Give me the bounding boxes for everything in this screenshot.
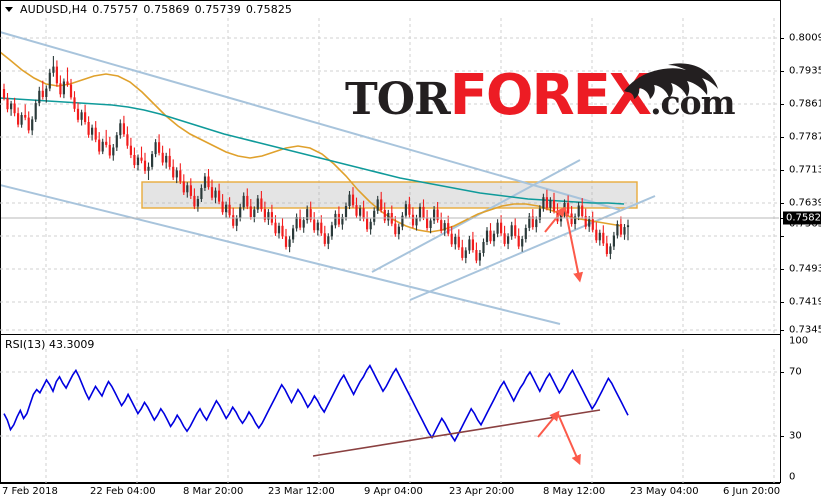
descending-channel-upper — [1, 31, 621, 211]
chart-bottom-rule — [0, 483, 780, 484]
current-price-tag: 0.75825 — [783, 211, 821, 225]
torforex-watermark-logo: TOR FOREX .com — [345, 63, 736, 128]
time-tick-0: 7 Feb 2018 — [2, 486, 58, 497]
time-tick-1: 22 Feb 04:00 — [90, 486, 156, 497]
ascending-channel-lower — [409, 195, 656, 301]
rsi-forecast-down-arrow — [557, 413, 581, 466]
quote-high: 0.75869 — [143, 2, 190, 16]
time-tick-5: 23 Apr 20:00 — [449, 486, 515, 497]
rsi-chart-canvas[interactable] — [0, 335, 780, 483]
quote-low: 0.75739 — [194, 2, 241, 16]
time-tick-2: 8 Mar 20:00 — [183, 486, 244, 497]
axis-divider — [780, 0, 781, 483]
quote-open: 0.75757 — [92, 2, 139, 16]
price-grid — [0, 18, 780, 335]
quote-close: 0.75825 — [245, 2, 293, 16]
time-tick-8: 6 Jun 20:00 — [723, 486, 781, 497]
symbol-timeframe-label: AUDUSD,H4 — [20, 2, 88, 16]
moving-average-fast-line — [1, 51, 623, 233]
forecast-up-arrow — [544, 206, 566, 233]
rsi-grid — [0, 349, 780, 483]
descending-channel-lower — [1, 184, 561, 325]
ascending-channel-upper — [371, 159, 581, 273]
quote-bar: AUDUSD,H4 0.75757 0.75869 0.75739 0.7582… — [5, 2, 292, 16]
logo-text-forex: FOREX — [449, 63, 652, 128]
rsi-tick-0: 100 — [789, 335, 809, 347]
rsi-forecast-up-arrow — [537, 410, 560, 438]
triangle-down-icon[interactable] — [5, 6, 13, 12]
time-x-axis: 7 Feb 2018 22 Feb 04:00 8 Mar 20:00 23 M… — [0, 486, 821, 500]
price-chart-canvas[interactable] — [0, 0, 780, 335]
logo-text-dotcom: .com — [650, 83, 736, 122]
rsi-tick-2: 30 — [789, 430, 802, 442]
rsi-tick-3: 0 — [789, 471, 796, 483]
time-tick-4: 9 Apr 04:00 — [364, 486, 423, 497]
rsi-line — [3, 364, 629, 443]
moving-average-slow-line — [1, 97, 625, 205]
rsi-chart-panel[interactable] — [0, 335, 780, 483]
forecast-down-arrow — [564, 207, 584, 283]
time-tick-3: 23 Mar 12:00 — [268, 486, 335, 497]
rsi-ascending-trendline — [312, 409, 601, 457]
rsi-indicator-label: RSI(13) 43.3009 — [5, 338, 95, 351]
logo-text-tor: TOR — [345, 74, 451, 125]
price-chart-panel[interactable] — [0, 0, 780, 335]
candlestick-series — [2, 56, 630, 266]
time-tick-7: 23 May 04:00 — [630, 486, 699, 497]
rsi-tick-1: 70 — [789, 366, 802, 378]
bull-icon — [624, 63, 718, 99]
time-tick-6: 8 May 12:00 — [543, 486, 606, 497]
